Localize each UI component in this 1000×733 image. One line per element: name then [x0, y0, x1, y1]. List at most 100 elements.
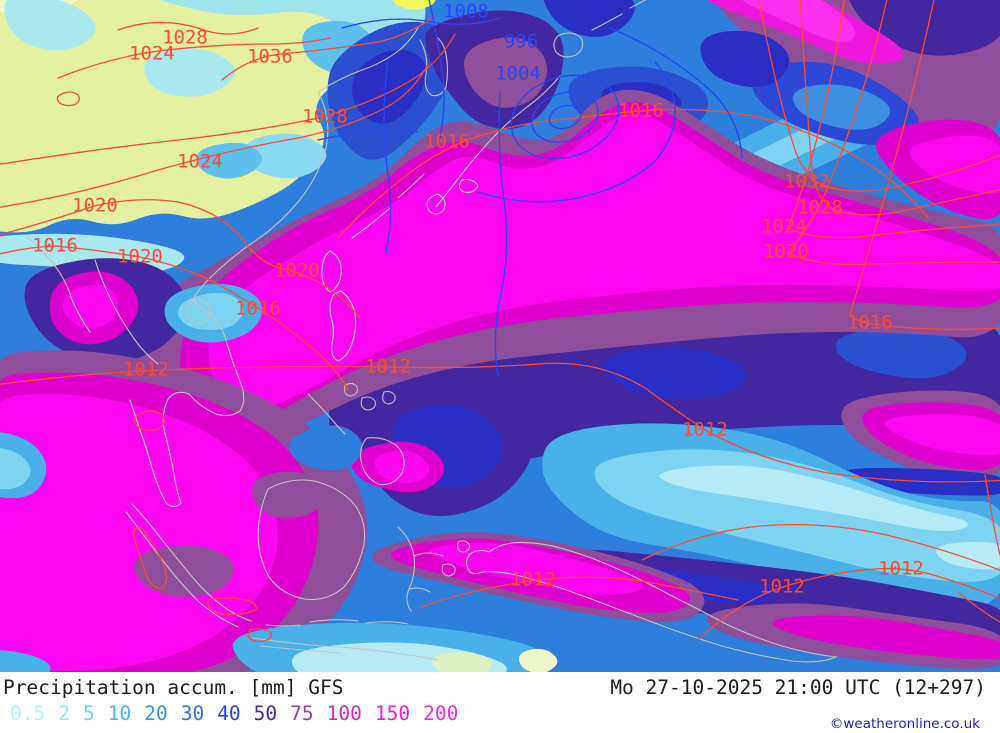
isobar-line-low [477, 61, 676, 203]
scale-value: 10 [107, 702, 132, 725]
isobar-line [787, 0, 1000, 239]
precip-region [849, 0, 1000, 56]
precip-region [374, 450, 430, 484]
precip-region [463, 37, 548, 108]
isobar-line [0, 362, 1000, 483]
scale-value: 100 [326, 702, 362, 725]
precip-region [134, 545, 234, 597]
precip-region [741, 0, 856, 42]
precip-region [288, 425, 363, 471]
isobar-line [758, 0, 1000, 192]
isobar-line [641, 523, 1000, 571]
coastline [321, 250, 342, 293]
isobar-label: 1016 [235, 298, 281, 320]
coastline [94, 259, 159, 365]
map-footer: Precipitation accum. [mm] GFS Mo 27-10-2… [0, 672, 1000, 733]
coastline [397, 526, 444, 612]
isobar-label: 1016 [618, 100, 664, 122]
precip-region [392, 0, 436, 10]
isobar-line [0, 199, 361, 319]
scale-value: 200 [423, 702, 459, 725]
precip-region [352, 49, 427, 124]
low-pressure-label: 996 [504, 31, 538, 53]
scale-value: 5 [82, 702, 95, 725]
precip-region [936, 541, 1000, 570]
coastline [426, 193, 446, 215]
scale-value: 0.5 [10, 702, 46, 725]
isobar-label: 1020 [274, 260, 320, 282]
coastline [465, 542, 839, 663]
precipitation-map: 1028 1024 1036 1028 1024 1020 1016 1020 1020 1016… [0, 0, 1000, 672]
isobar-label: 1020 [117, 246, 163, 268]
isobar-label: 1016 [847, 312, 893, 334]
scale-value: 40 [217, 702, 241, 725]
low-pressure-label: 1008 [443, 1, 489, 23]
isobar-label: 1032 [784, 171, 830, 193]
isobar-label: 1024 [177, 151, 223, 173]
coastline [125, 511, 239, 628]
scale-value: 150 [374, 702, 411, 725]
isobar-label: 1012 [759, 576, 805, 598]
isobar-label: 1012 [682, 419, 728, 441]
copyright-label: ©weatheronline.co.uk [829, 716, 980, 732]
precip-region [909, 135, 1000, 194]
map-datetime: Mo 27-10-2025 21:00 UTC (12+297) [610, 676, 986, 699]
isobar-label: 1012 [510, 569, 556, 591]
isobar-lines-red [0, 0, 1000, 643]
map-title: Precipitation accum. [mm] GFS [3, 676, 344, 699]
isobar-label: 1028 [162, 27, 208, 49]
isobar-line-low [317, 130, 419, 141]
coastline [458, 179, 479, 193]
precip-region [429, 542, 643, 595]
isobar-lines-blue [317, 0, 743, 376]
scale-value: 50 [253, 702, 278, 725]
isobar-label: 1016 [32, 235, 78, 257]
isobar-label: 1012 [878, 558, 924, 580]
isobar-line-low [428, 0, 445, 139]
isobar-line [849, 0, 1000, 330]
isobar-label: 1012 [365, 356, 411, 378]
coastline [186, 298, 212, 324]
isobar-line [417, 576, 739, 609]
precip-region [196, 142, 262, 179]
coastline [419, 37, 449, 97]
isobar-label: 1028 [797, 197, 843, 219]
isobar-label: 1020 [763, 241, 809, 263]
scale-value: 2 [58, 702, 70, 725]
isobar-line [957, 474, 1000, 623]
isobar-line [0, 63, 429, 208]
isobar-label: 1020 [72, 195, 118, 217]
coastline [441, 540, 470, 577]
precip-region [0, 448, 31, 490]
low-pressure-ring [510, 74, 620, 160]
coastline [265, 619, 409, 627]
isobar-line [247, 628, 272, 643]
isobar-line [786, 0, 1000, 266]
low-pressure-ring [548, 104, 582, 130]
precip-region [772, 615, 1000, 660]
isobar-line [697, 567, 1000, 641]
scale-value: 30 [180, 702, 205, 725]
precip-region [835, 327, 967, 379]
precip-region [543, 0, 635, 37]
coastline [553, 32, 584, 58]
isobar-line [0, 33, 456, 165]
precip-region [208, 113, 1000, 410]
scale-value: 20 [144, 702, 168, 725]
precip-region [144, 48, 235, 97]
isobar-line [117, 21, 259, 35]
precipitation-scale-legend: 0.5 2 5 10 20 30 40 50 75 100 150 200 [10, 702, 471, 725]
precip-region [4, 0, 96, 51]
isobar-line [57, 37, 331, 79]
coastline [351, 173, 425, 239]
coastline [317, 27, 419, 93]
isobar-line-low [383, 59, 392, 253]
coastlines [27, 0, 839, 663]
coastline [344, 382, 396, 411]
precip-region [707, 0, 904, 65]
coastline [131, 503, 252, 622]
coastline [591, 0, 647, 31]
isobar-label: 1016 [424, 131, 470, 153]
